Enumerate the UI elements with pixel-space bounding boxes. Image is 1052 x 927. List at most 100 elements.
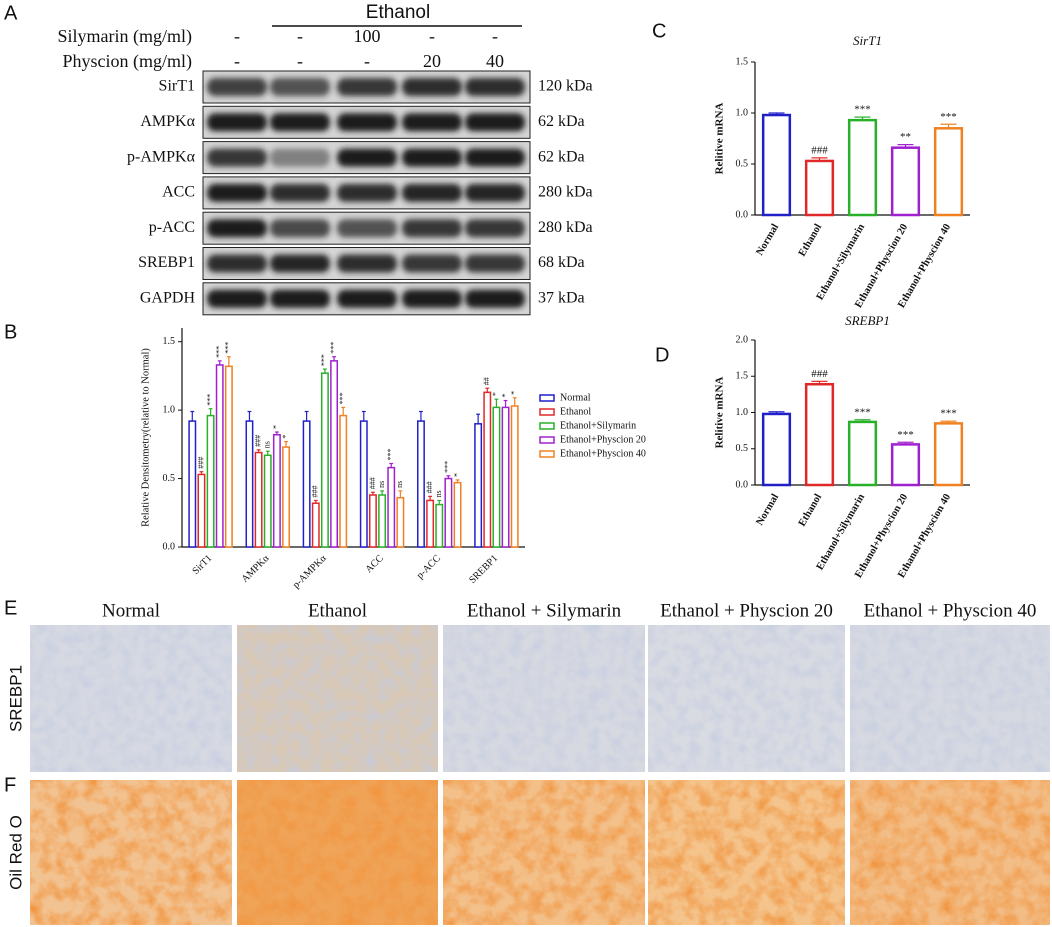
- y-tick-label: 1.5: [736, 371, 749, 382]
- chart-title: SREBP1: [845, 313, 890, 328]
- significance: ns: [395, 481, 404, 488]
- blot-band: [207, 219, 267, 238]
- y-tick-label: 1.5: [163, 336, 176, 347]
- bar: [483, 391, 492, 548]
- legend-label: Ethanol+Physcion 20: [560, 434, 646, 445]
- dose-label: -: [297, 51, 303, 71]
- bar: [435, 503, 444, 548]
- protein-size: 68 kDa: [538, 254, 585, 271]
- bar: [330, 360, 339, 548]
- bar: [224, 365, 233, 548]
- y-tick-label: 1.0: [736, 407, 749, 418]
- dose-label: -: [492, 26, 498, 46]
- significance: ###: [368, 477, 377, 489]
- panel-letter: C: [652, 20, 666, 42]
- blot-band: [337, 113, 397, 132]
- bar: [188, 420, 197, 548]
- micrograph-texture: [443, 625, 645, 772]
- bar: [272, 434, 281, 548]
- y-tick-label: 1.0: [736, 107, 749, 118]
- protein-label: GAPDH: [140, 289, 196, 306]
- column-header: Ethanol + Silymarin: [467, 600, 622, 621]
- blot-band: [465, 254, 525, 273]
- protein-label: ACC: [162, 184, 195, 201]
- bar: [263, 454, 272, 548]
- bar: [368, 494, 377, 548]
- panel-letter: A: [4, 2, 18, 24]
- dose-label: 20: [423, 51, 441, 71]
- legend-swatch: [539, 394, 555, 402]
- bar: [804, 382, 835, 487]
- bar: [206, 414, 215, 548]
- micrograph-texture: [648, 780, 845, 925]
- blot-band: [337, 219, 397, 238]
- blot-band: [270, 78, 330, 96]
- x-tick-label: p-AMPKα: [291, 552, 329, 590]
- blot-band: [207, 254, 267, 273]
- significance: ###: [811, 368, 828, 380]
- significance: ***: [386, 449, 395, 461]
- blot-band: [207, 183, 267, 202]
- protein-size: 120 kDa: [538, 78, 593, 95]
- blot-band: [402, 219, 462, 238]
- blot-band: [402, 254, 462, 273]
- significance: ***: [320, 354, 329, 366]
- y-tick-label: 0.0: [736, 209, 749, 220]
- legend-swatch: [539, 436, 555, 444]
- bar: [474, 423, 483, 548]
- micrograph-texture: [237, 780, 438, 925]
- bar: [890, 146, 921, 217]
- micrograph-texture: [443, 780, 645, 925]
- blot-band: [465, 183, 525, 202]
- significance: ***: [205, 394, 214, 406]
- significance: ##: [482, 377, 491, 385]
- protein-label: p-AMPKα: [127, 148, 196, 165]
- chart-title: SirT1: [853, 33, 882, 48]
- panel-letter: D: [655, 344, 669, 366]
- micrograph-texture: [648, 625, 845, 772]
- significance: ***: [224, 342, 233, 354]
- blot-band: [337, 254, 397, 273]
- protein-size: 37 kDa: [538, 289, 585, 306]
- significance: ***: [329, 342, 338, 354]
- bar: [847, 118, 878, 217]
- x-tick-label: Ethanol: [797, 222, 824, 258]
- x-tick-label: AMPKα: [240, 552, 272, 584]
- x-tick-label: SREBP1: [467, 553, 500, 586]
- bar: [847, 420, 878, 487]
- bar: [320, 372, 329, 548]
- protein-size: 280 kDa: [538, 184, 593, 201]
- legend-swatch: [539, 422, 555, 430]
- significance: ###: [425, 481, 434, 493]
- dose-label: 40: [486, 51, 504, 71]
- x-tick-label: Ethanol+Silymarin: [815, 222, 868, 302]
- bar: [492, 406, 501, 548]
- y-tick-label: 0.5: [163, 473, 176, 484]
- significance: ***: [854, 406, 871, 418]
- blot-band: [207, 113, 267, 132]
- y-tick-label: 1.0: [163, 404, 176, 415]
- row-label: Oil Red O: [6, 815, 25, 890]
- bar: [804, 159, 835, 217]
- significance: *: [491, 392, 500, 396]
- micrograph-texture: [30, 780, 232, 925]
- micrograph-texture: [850, 780, 1050, 925]
- significance: **: [900, 131, 911, 143]
- bar: [254, 451, 263, 548]
- legend-swatch: [539, 408, 555, 416]
- significance: ***: [443, 461, 452, 473]
- protein-label: SREBP1: [138, 254, 195, 271]
- bar: [311, 502, 320, 548]
- blot-band: [465, 219, 525, 238]
- bar: [444, 477, 453, 548]
- bar: [761, 412, 792, 487]
- significance: ***: [854, 104, 871, 116]
- bar: [890, 443, 921, 487]
- group-label: Ethanol: [366, 2, 430, 23]
- bar: [933, 422, 964, 487]
- blot-band: [270, 254, 330, 273]
- bar: [378, 494, 387, 548]
- significance: *: [281, 435, 290, 439]
- blot-band: [270, 113, 330, 132]
- bar: [302, 420, 311, 548]
